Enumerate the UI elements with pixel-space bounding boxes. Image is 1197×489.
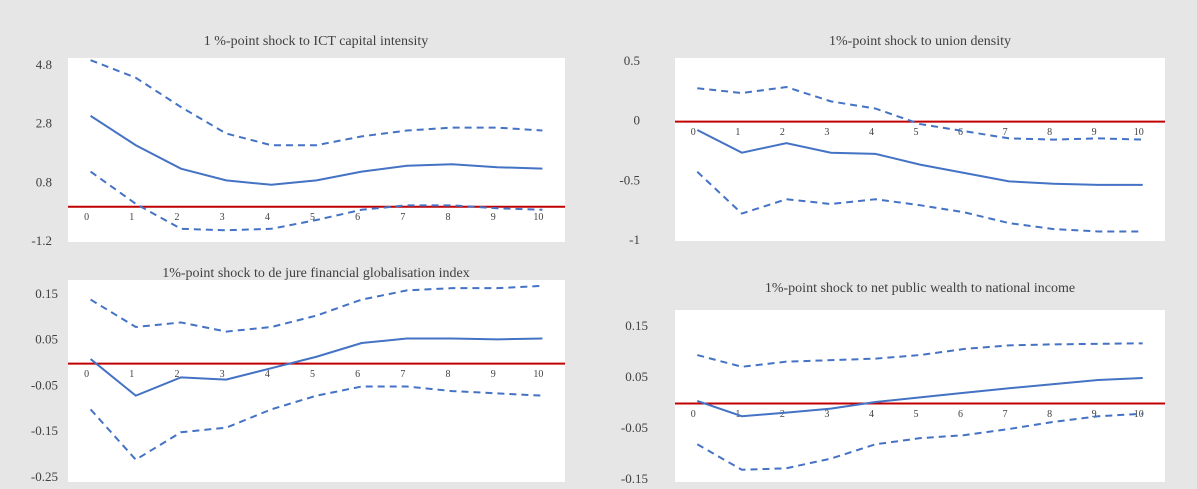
y-tick-label: -0.15 (621, 471, 648, 486)
x-tick-label: 5 (914, 127, 919, 138)
response-line (89, 337, 543, 397)
y-tick-label: -0.05 (31, 377, 58, 392)
confidence-band-line (90, 284, 543, 333)
y-tick-label: 2.8 (36, 116, 52, 131)
x-tick-label: 5 (914, 409, 919, 420)
x-tick-label: 1 (129, 369, 134, 380)
confidence-band-line (89, 385, 543, 461)
confidence-band-line (696, 171, 1143, 233)
x-tick-label: 0 (691, 127, 696, 138)
x-tick-label: 9 (491, 369, 496, 380)
response-line (90, 115, 543, 186)
x-tick-label: 5 (310, 369, 315, 380)
y-tick-label: 0.05 (35, 332, 58, 347)
x-tick-label: 8 (1047, 409, 1052, 420)
chart-title: 1%-point shock to de jure financial glob… (162, 266, 470, 281)
y-tick-label: 0.8 (36, 174, 52, 189)
x-tick-label: 6 (355, 212, 360, 223)
x-tick-label: 4 (869, 127, 874, 138)
confidence-band-line (697, 342, 1143, 368)
x-tick-label: 8 (1047, 127, 1052, 138)
y-tick-label: -0.15 (31, 423, 58, 438)
response-line (696, 129, 1143, 186)
y-tick-label: -1 (629, 232, 640, 247)
y-tick-label: 4.8 (36, 57, 52, 72)
confidence-band-line (696, 412, 1143, 471)
x-tick-label: 0 (84, 212, 89, 223)
chart-title: 1 %-point shock to ICT capital intensity (204, 34, 429, 49)
x-tick-label: 6 (958, 127, 963, 138)
x-tick-label: 1 (129, 212, 134, 223)
x-tick-label: 10 (533, 369, 543, 380)
x-tick-label: 3 (824, 127, 829, 138)
y-tick-label: 0.15 (35, 286, 58, 301)
x-tick-label: 2 (780, 409, 785, 420)
x-tick-label: 10 (1134, 127, 1144, 138)
x-tick-label: 7 (400, 369, 405, 380)
chart-title: 1%-point shock to net public wealth to n… (765, 281, 1075, 296)
plot-area (675, 58, 1165, 241)
x-tick-label: 9 (1092, 409, 1097, 420)
x-tick-label: 1 (735, 127, 740, 138)
y-tick-label: 0.15 (625, 318, 648, 333)
x-tick-label: 8 (446, 212, 451, 223)
x-tick-label: 2 (780, 127, 785, 138)
x-tick-label: 7 (1003, 127, 1008, 138)
x-tick-label: 4 (265, 212, 270, 223)
confidence-band-line (697, 86, 1143, 141)
chart-title: 1%-point shock to union density (829, 34, 1011, 49)
confidence-band-line (90, 59, 543, 147)
x-tick-label: 0 (84, 369, 89, 380)
x-tick-label: 10 (1134, 409, 1144, 420)
plot-area (68, 280, 565, 482)
x-tick-label: 6 (355, 369, 360, 380)
x-tick-label: 9 (1092, 127, 1097, 138)
y-tick-label: 0 (634, 113, 641, 128)
x-tick-label: 3 (220, 369, 225, 380)
y-tick-label: 0.05 (625, 369, 648, 384)
x-tick-label: 8 (446, 369, 451, 380)
response-line (696, 377, 1143, 418)
x-tick-label: 4 (869, 409, 874, 420)
x-tick-label: 0 (691, 409, 696, 420)
plot-area (675, 310, 1165, 482)
x-tick-label: 10 (533, 212, 543, 223)
x-tick-label: 5 (310, 212, 315, 223)
y-tick-label: -0.05 (621, 420, 648, 435)
x-tick-label: 3 (824, 409, 829, 420)
x-tick-label: 2 (174, 212, 179, 223)
x-tick-label: 4 (265, 369, 270, 380)
y-tick-label: -0.5 (619, 172, 640, 187)
x-tick-label: 3 (220, 212, 225, 223)
x-tick-label: 7 (400, 212, 405, 223)
x-tick-label: 6 (958, 409, 963, 420)
y-tick-label: -0.25 (31, 469, 58, 484)
x-tick-label: 9 (491, 212, 496, 223)
x-tick-label: 2 (174, 369, 179, 380)
confidence-band-line (90, 170, 543, 232)
x-tick-label: 7 (1003, 409, 1008, 420)
y-tick-label: 0.5 (624, 53, 640, 68)
y-tick-label: -1.2 (31, 233, 52, 248)
